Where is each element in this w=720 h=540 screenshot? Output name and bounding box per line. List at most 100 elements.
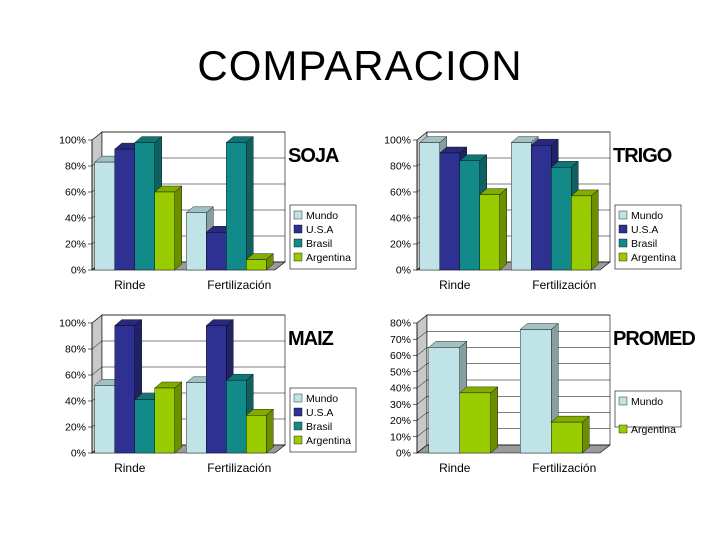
tick-label: 20% (65, 239, 86, 251)
legend-label-brasil: Brasil (631, 238, 657, 250)
bar-side (490, 386, 498, 454)
gridline (416, 314, 610, 324)
chart-title: TRIGO (613, 145, 672, 167)
bar-brasil-rinde (134, 399, 155, 454)
legend-swatch-u-s-a (293, 407, 303, 417)
legend-swatch-u-s-a (618, 224, 628, 234)
bar-mundo-fertilizaci-n (186, 212, 207, 271)
tick-label: 80% (390, 318, 411, 330)
tick-label: 100% (59, 318, 86, 330)
bar-argentina-rinde (479, 194, 500, 271)
bar-mundo-rinde (428, 347, 460, 454)
bar-side (582, 415, 590, 454)
bar-brasil-fertilizaci-n (551, 167, 572, 271)
tick-label: 40% (65, 396, 86, 408)
tick-label: 60% (390, 187, 411, 199)
legend-label-argentina: Argentina (631, 252, 676, 264)
bar-mundo-rinde (94, 385, 115, 454)
tick-label: 10% (390, 431, 411, 443)
bar-brasil-rinde (459, 160, 480, 271)
chart-title: PROMEDIO (613, 328, 695, 350)
gridline (91, 314, 285, 324)
tick-label: 100% (384, 135, 411, 147)
bar-top (519, 323, 559, 330)
tick-label: 20% (390, 239, 411, 251)
bar-mundo-fertilizaci-n (520, 329, 552, 454)
legend-label-mundo: Mundo (631, 210, 663, 222)
bar-side (266, 408, 274, 454)
tick-label: 40% (390, 213, 411, 225)
legend-swatch-u-s-a (293, 224, 303, 234)
bar-brasil-fertilizaci-n (226, 379, 247, 454)
legend-swatch-brasil (293, 421, 303, 431)
bar-side (591, 189, 599, 271)
tick-label: 50% (390, 366, 411, 378)
bar-u-s-a-rinde (114, 325, 135, 454)
legend-swatch-mundo (618, 210, 628, 220)
bar-brasil-rinde (134, 142, 155, 271)
tick-label: 20% (390, 415, 411, 427)
bar-side (499, 188, 507, 271)
legend-swatch-argentina (293, 252, 303, 262)
bar-top (459, 386, 499, 394)
bar-u-s-a-rinde (114, 148, 135, 271)
legend-swatch-argentina (618, 424, 628, 434)
legend-label-u-s-a: U.S.A (306, 407, 333, 419)
legend-swatch-mundo (293, 393, 303, 403)
legend-label-mundo: Mundo (631, 396, 663, 408)
bar-mundo-rinde (94, 161, 115, 271)
tick-label: 0% (396, 265, 411, 277)
tick-label: 0% (71, 265, 86, 277)
tick-label: 60% (65, 370, 86, 382)
chart-trigo: 0% 20% 40% 60% 80% 100% Rinde Fertilización TRIG… (384, 131, 682, 292)
tick-label: 100% (59, 135, 86, 147)
bar-side (246, 136, 254, 271)
legend-swatch-brasil (618, 238, 628, 248)
category-label: Fertilización (532, 461, 596, 475)
category-label: Rinde (439, 278, 471, 292)
bar-u-s-a-fertilizaci-n (206, 325, 227, 454)
bar-mundo-rinde (419, 142, 440, 271)
tick-label: 0% (396, 448, 411, 460)
category-label: Fertilización (532, 278, 596, 292)
legend-label-mundo: Mundo (306, 210, 338, 222)
legend-label-argentina: Argentina (306, 252, 351, 264)
bar-u-s-a-fertilizaci-n (206, 232, 227, 271)
legend-swatch-brasil (293, 238, 303, 248)
tick-label: 70% (390, 334, 411, 346)
bar-argentina-rinde (154, 387, 175, 454)
legend-swatch-mundo (618, 396, 628, 406)
legend-label-mundo: Mundo (306, 393, 338, 405)
legend-label-u-s-a: U.S.A (306, 224, 333, 236)
bar-side (174, 381, 182, 454)
bar-argentina-fertilizaci-n (246, 415, 267, 454)
tick-label: 80% (390, 161, 411, 173)
legend-swatch-argentina (618, 252, 628, 262)
legend-label-brasil: Brasil (306, 421, 332, 433)
bar-mundo-fertilizaci-n (511, 142, 532, 271)
category-label: Rinde (439, 461, 471, 475)
tick-label: 60% (390, 350, 411, 362)
bar-argentina-fertilizaci-n (571, 195, 592, 271)
legend-label-argentina: Argentina (631, 424, 676, 436)
gridline (91, 131, 285, 141)
tick-label: 80% (65, 161, 86, 173)
slide-title: COMPARACION (197, 42, 523, 89)
bar-argentina-rinde (154, 191, 175, 271)
legend-swatch-mundo (293, 210, 303, 220)
category-label: Rinde (114, 461, 146, 475)
chart-soja: 0% 20% 40% 60% 80% 100% Rinde Fertilización SOJA… (59, 131, 357, 292)
bar-top (428, 341, 468, 348)
bar-top (550, 415, 590, 423)
tick-label: 40% (65, 213, 86, 225)
tick-label: 80% (65, 344, 86, 356)
bar-argentina-rinde (459, 392, 491, 454)
bar-mundo-fertilizaci-n (186, 382, 207, 454)
category-label: Rinde (114, 278, 146, 292)
legend-label-argentina: Argentina (306, 435, 351, 447)
tick-label: 0% (71, 448, 86, 460)
tick-label: 60% (65, 187, 86, 199)
category-label: Fertilización (207, 278, 271, 292)
tick-label: 30% (390, 399, 411, 411)
bar-brasil-fertilizaci-n (226, 142, 247, 271)
